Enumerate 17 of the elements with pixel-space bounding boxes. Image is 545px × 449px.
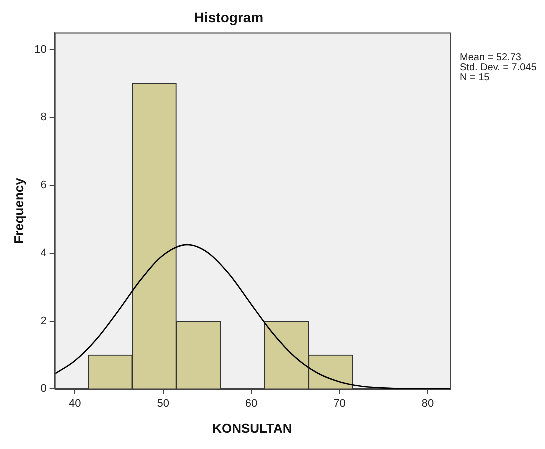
x-tick-label: 60 [245, 398, 258, 410]
y-tick-label: 8 [40, 112, 47, 124]
x-tick-label: 70 [334, 398, 346, 410]
y-tick-label: 6 [40, 180, 47, 192]
y-tick-label: 10 [34, 44, 47, 56]
y-tick-label: 0 [40, 383, 47, 396]
x-axis-title: KONSULTAN [212, 420, 292, 436]
x-tick-label: 40 [69, 398, 82, 410]
y-tick-label: 2 [40, 315, 47, 328]
x-tick-label: 80 [422, 398, 434, 410]
text: Std. Dev. = 7.045 [460, 62, 538, 74]
text: Mean = 52.73 [460, 52, 522, 64]
y-axis-title: Frequency [11, 177, 26, 244]
text: N = 15 [460, 72, 490, 84]
y-tick-label: 4 [40, 247, 47, 260]
x-tick-label: 50 [157, 398, 170, 410]
chart-title: Histogram [194, 9, 264, 26]
